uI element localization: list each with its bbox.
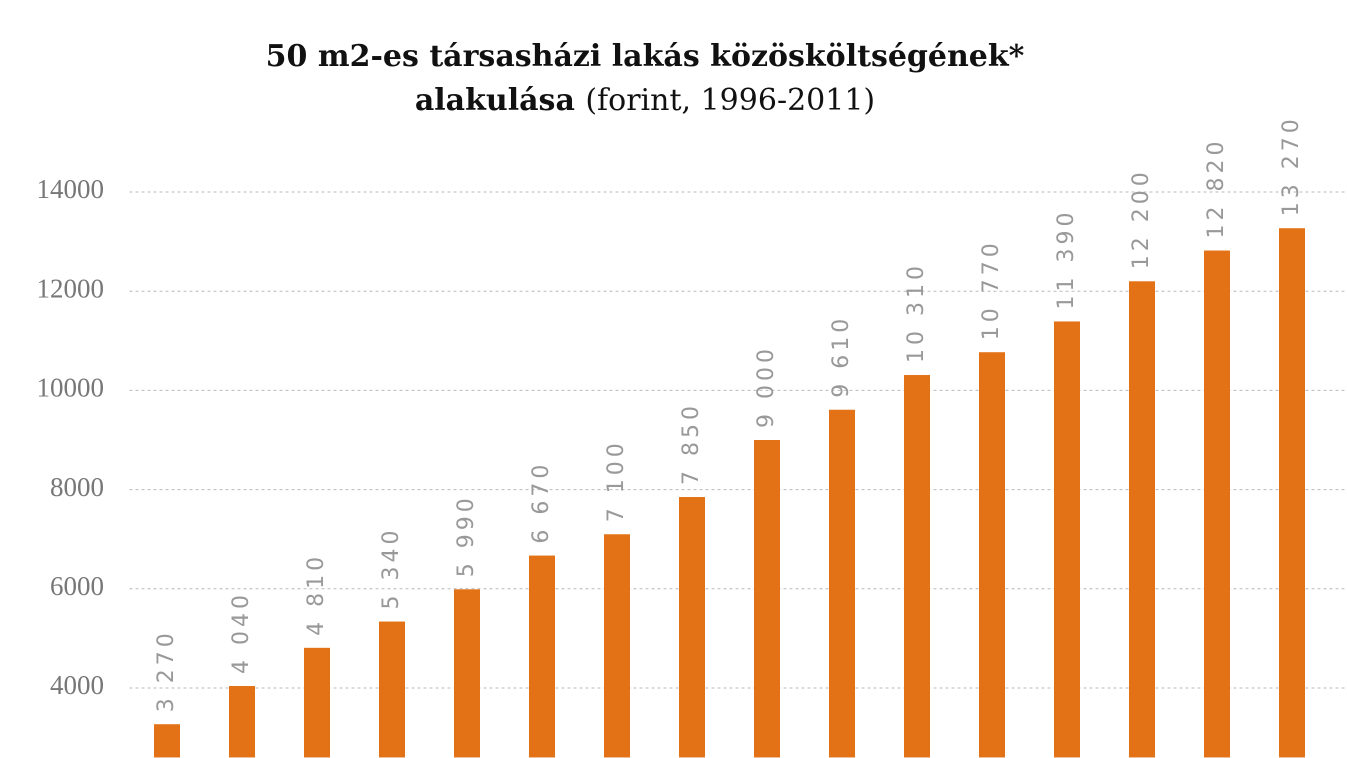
value-label: 12 200	[1129, 168, 1154, 269]
y-tick-label: 8000	[50, 472, 104, 502]
value-label: 3 270	[154, 629, 179, 712]
bar	[229, 686, 255, 758]
bar	[604, 534, 630, 758]
y-tick-label: 10000	[37, 373, 105, 403]
bar	[904, 375, 930, 758]
bar	[1129, 281, 1155, 758]
value-label: 5 990	[454, 494, 479, 577]
value-label: 9 000	[754, 345, 779, 428]
value-label: 7 850	[679, 402, 704, 485]
chart-title-line: alakulása (forint, 1996-2011)	[415, 83, 875, 118]
chart-subtitle: (forint, 1996-2011)	[585, 83, 875, 118]
bar	[454, 589, 480, 758]
bar	[1279, 228, 1305, 758]
chart-title-line2: alakulása	[415, 83, 575, 118]
y-tick-label: 6000	[50, 571, 104, 601]
y-tick-label: 4000	[50, 670, 104, 700]
value-label: 5 340	[379, 527, 404, 610]
bar	[1204, 250, 1230, 758]
value-label: 6 670	[529, 461, 554, 544]
value-label: 12 820	[1204, 138, 1229, 239]
value-label: 13 270	[1279, 115, 1304, 216]
bar	[529, 555, 555, 758]
bar	[754, 440, 780, 758]
bar	[829, 409, 855, 758]
bar	[979, 352, 1005, 758]
bar	[379, 621, 405, 758]
value-label: 4 040	[229, 591, 254, 674]
value-label: 9 610	[829, 315, 854, 398]
value-label: 11 390	[1054, 208, 1079, 309]
value-label: 4 810	[304, 553, 329, 636]
value-label: 7 100	[604, 439, 629, 522]
value-label: 10 310	[904, 262, 929, 363]
bar	[154, 724, 180, 758]
y-tick-label: 12000	[37, 273, 105, 303]
bar	[304, 647, 330, 758]
chart-title: 50 m2-es társasházi lakás közösköltségén…	[266, 39, 1025, 74]
y-tick-label: 14000	[37, 174, 105, 204]
value-label: 10 770	[979, 239, 1004, 340]
bar	[1054, 321, 1080, 758]
bar	[679, 497, 705, 758]
